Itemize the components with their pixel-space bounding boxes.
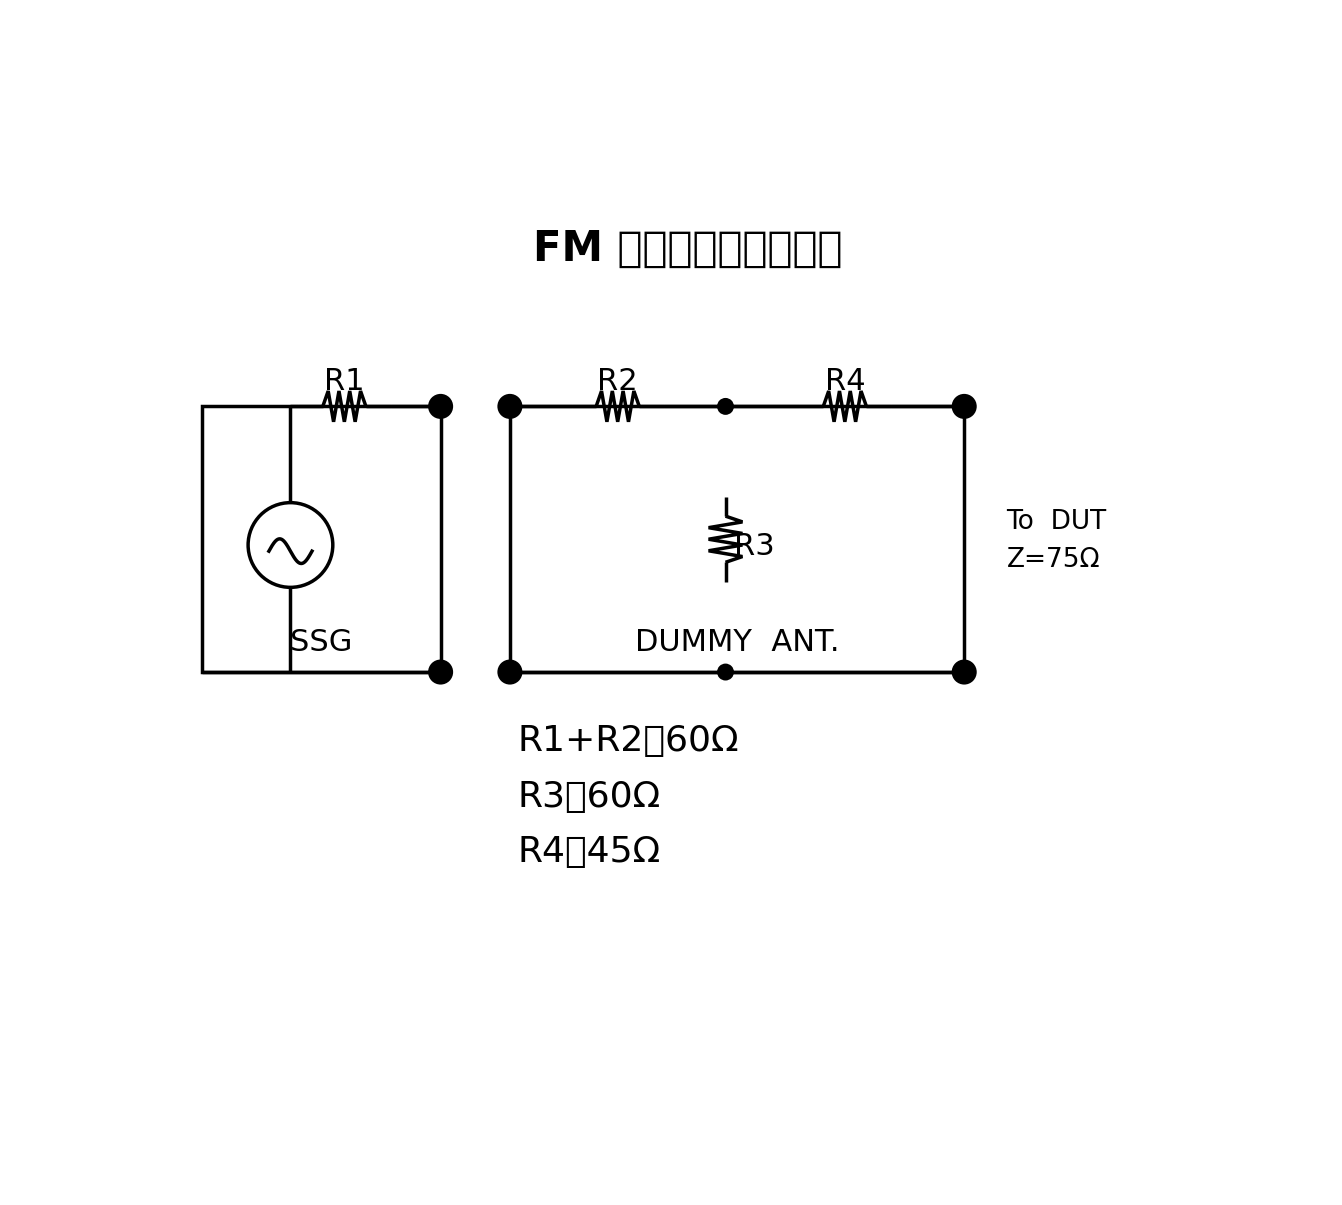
Text: R2: R2 bbox=[597, 368, 637, 396]
Circle shape bbox=[429, 662, 451, 683]
Circle shape bbox=[499, 395, 521, 417]
Text: Z=75Ω: Z=75Ω bbox=[1006, 547, 1100, 574]
Text: R1: R1 bbox=[323, 368, 365, 396]
Circle shape bbox=[429, 395, 451, 417]
Text: R3: R3 bbox=[734, 533, 776, 562]
Text: To  DUT: To DUT bbox=[1006, 509, 1107, 535]
Circle shape bbox=[953, 662, 976, 683]
Text: R4＝45Ω: R4＝45Ω bbox=[518, 835, 660, 869]
Text: R1+R2＝60Ω: R1+R2＝60Ω bbox=[518, 724, 739, 758]
Circle shape bbox=[499, 662, 521, 683]
Text: R4: R4 bbox=[824, 368, 866, 396]
Circle shape bbox=[717, 664, 734, 681]
Bar bbox=[510, 406, 964, 672]
Text: SSG: SSG bbox=[290, 628, 353, 657]
Bar bbox=[201, 406, 440, 672]
Text: DUMMY  ANT.: DUMMY ANT. bbox=[635, 628, 839, 657]
Circle shape bbox=[717, 398, 734, 415]
Text: FM ダミーアンテナ回路: FM ダミーアンテナ回路 bbox=[533, 228, 843, 270]
Circle shape bbox=[953, 395, 976, 417]
Text: R3＝60Ω: R3＝60Ω bbox=[518, 780, 660, 813]
